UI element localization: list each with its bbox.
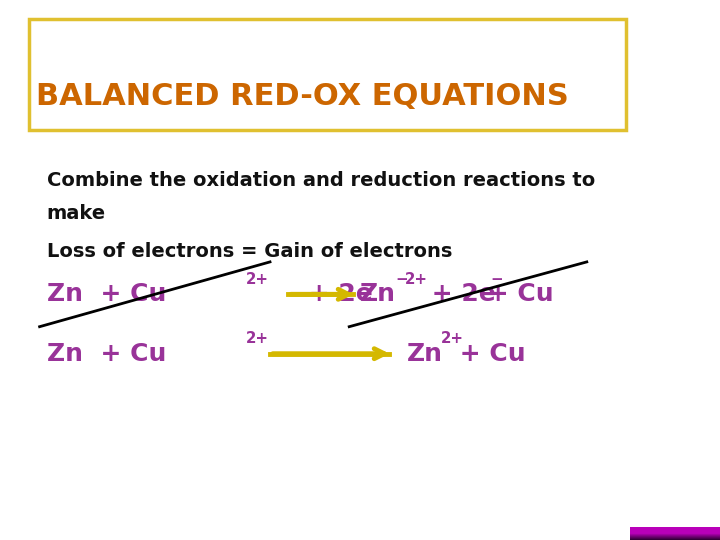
Text: BALANCED RED-OX EQUATIONS: BALANCED RED-OX EQUATIONS: [36, 82, 569, 111]
Text: + Cu: + Cu: [451, 342, 526, 366]
Bar: [630, 529, 720, 535]
Bar: [630, 532, 720, 539]
Bar: [630, 530, 720, 537]
Text: 2+: 2+: [246, 331, 269, 346]
Bar: [630, 533, 720, 539]
Bar: [630, 527, 720, 534]
Bar: [630, 530, 720, 537]
Bar: [630, 526, 720, 534]
Bar: [630, 528, 720, 535]
Text: + 2e: + 2e: [300, 282, 372, 306]
Bar: [630, 533, 720, 540]
Bar: [630, 528, 720, 535]
Bar: [630, 527, 720, 534]
Text: 2+: 2+: [405, 272, 428, 287]
Bar: [630, 530, 720, 537]
Bar: [630, 533, 720, 539]
Text: Zn: Zn: [360, 282, 396, 306]
Bar: [630, 530, 720, 537]
Bar: [630, 528, 720, 535]
Bar: [630, 531, 720, 537]
Bar: [630, 532, 720, 539]
Bar: [630, 529, 720, 536]
Bar: [630, 528, 720, 535]
Text: 2+: 2+: [441, 331, 464, 346]
Bar: [630, 528, 720, 535]
Bar: [630, 530, 720, 536]
Bar: [630, 529, 720, 536]
Bar: [630, 526, 720, 534]
Bar: [630, 531, 720, 538]
Bar: [630, 528, 720, 534]
Text: make: make: [47, 204, 106, 223]
Bar: [630, 531, 720, 538]
Bar: [630, 527, 720, 534]
Bar: [630, 531, 720, 538]
Bar: [630, 529, 720, 536]
Bar: [630, 531, 720, 538]
Bar: [630, 532, 720, 539]
Bar: [630, 529, 720, 536]
Bar: [630, 532, 720, 539]
Bar: [630, 531, 720, 538]
Text: −: −: [395, 272, 408, 287]
Bar: [630, 531, 720, 538]
Bar: [630, 532, 720, 539]
Bar: [630, 532, 720, 538]
Text: + 2e: + 2e: [423, 282, 496, 306]
Text: 2+: 2+: [246, 272, 269, 287]
Bar: [630, 526, 720, 534]
Text: Loss of electrons = Gain of electrons: Loss of electrons = Gain of electrons: [47, 241, 452, 261]
Bar: [630, 532, 720, 538]
Bar: [630, 528, 720, 535]
Bar: [630, 530, 720, 537]
Bar: [630, 532, 720, 538]
Bar: [630, 530, 720, 536]
Bar: [630, 529, 720, 536]
Bar: [630, 528, 720, 535]
Bar: [630, 528, 720, 535]
Bar: [630, 533, 720, 539]
Bar: [630, 531, 720, 538]
Bar: [630, 530, 720, 536]
Text: Combine the oxidation and reduction reactions to: Combine the oxidation and reduction reac…: [47, 171, 595, 191]
Text: Zn  + Cu: Zn + Cu: [47, 282, 166, 306]
Bar: [630, 529, 720, 536]
Bar: [630, 529, 720, 536]
Bar: [630, 532, 720, 539]
FancyBboxPatch shape: [29, 19, 626, 130]
Text: −: −: [491, 272, 503, 287]
Bar: [630, 532, 720, 539]
Bar: [630, 527, 720, 534]
Bar: [630, 532, 720, 539]
Bar: [630, 530, 720, 537]
Text: + Cu: + Cu: [480, 282, 554, 306]
Bar: [630, 531, 720, 538]
Bar: [630, 533, 720, 540]
Bar: [630, 531, 720, 537]
Text: Zn: Zn: [407, 342, 443, 366]
Bar: [630, 529, 720, 536]
Bar: [630, 530, 720, 537]
Bar: [630, 528, 720, 535]
Bar: [630, 532, 720, 539]
Bar: [630, 529, 720, 536]
Bar: [630, 534, 720, 540]
Bar: [630, 529, 720, 535]
Bar: [630, 531, 720, 538]
Bar: [630, 530, 720, 537]
Bar: [630, 532, 720, 539]
Bar: [630, 531, 720, 537]
Bar: [630, 533, 720, 540]
Bar: [630, 530, 720, 537]
Bar: [630, 528, 720, 534]
Bar: [630, 529, 720, 536]
Bar: [630, 527, 720, 534]
Bar: [630, 528, 720, 535]
Bar: [630, 530, 720, 537]
Bar: [630, 527, 720, 534]
Text: Zn  + Cu: Zn + Cu: [47, 342, 166, 366]
Bar: [630, 528, 720, 534]
Bar: [630, 529, 720, 535]
